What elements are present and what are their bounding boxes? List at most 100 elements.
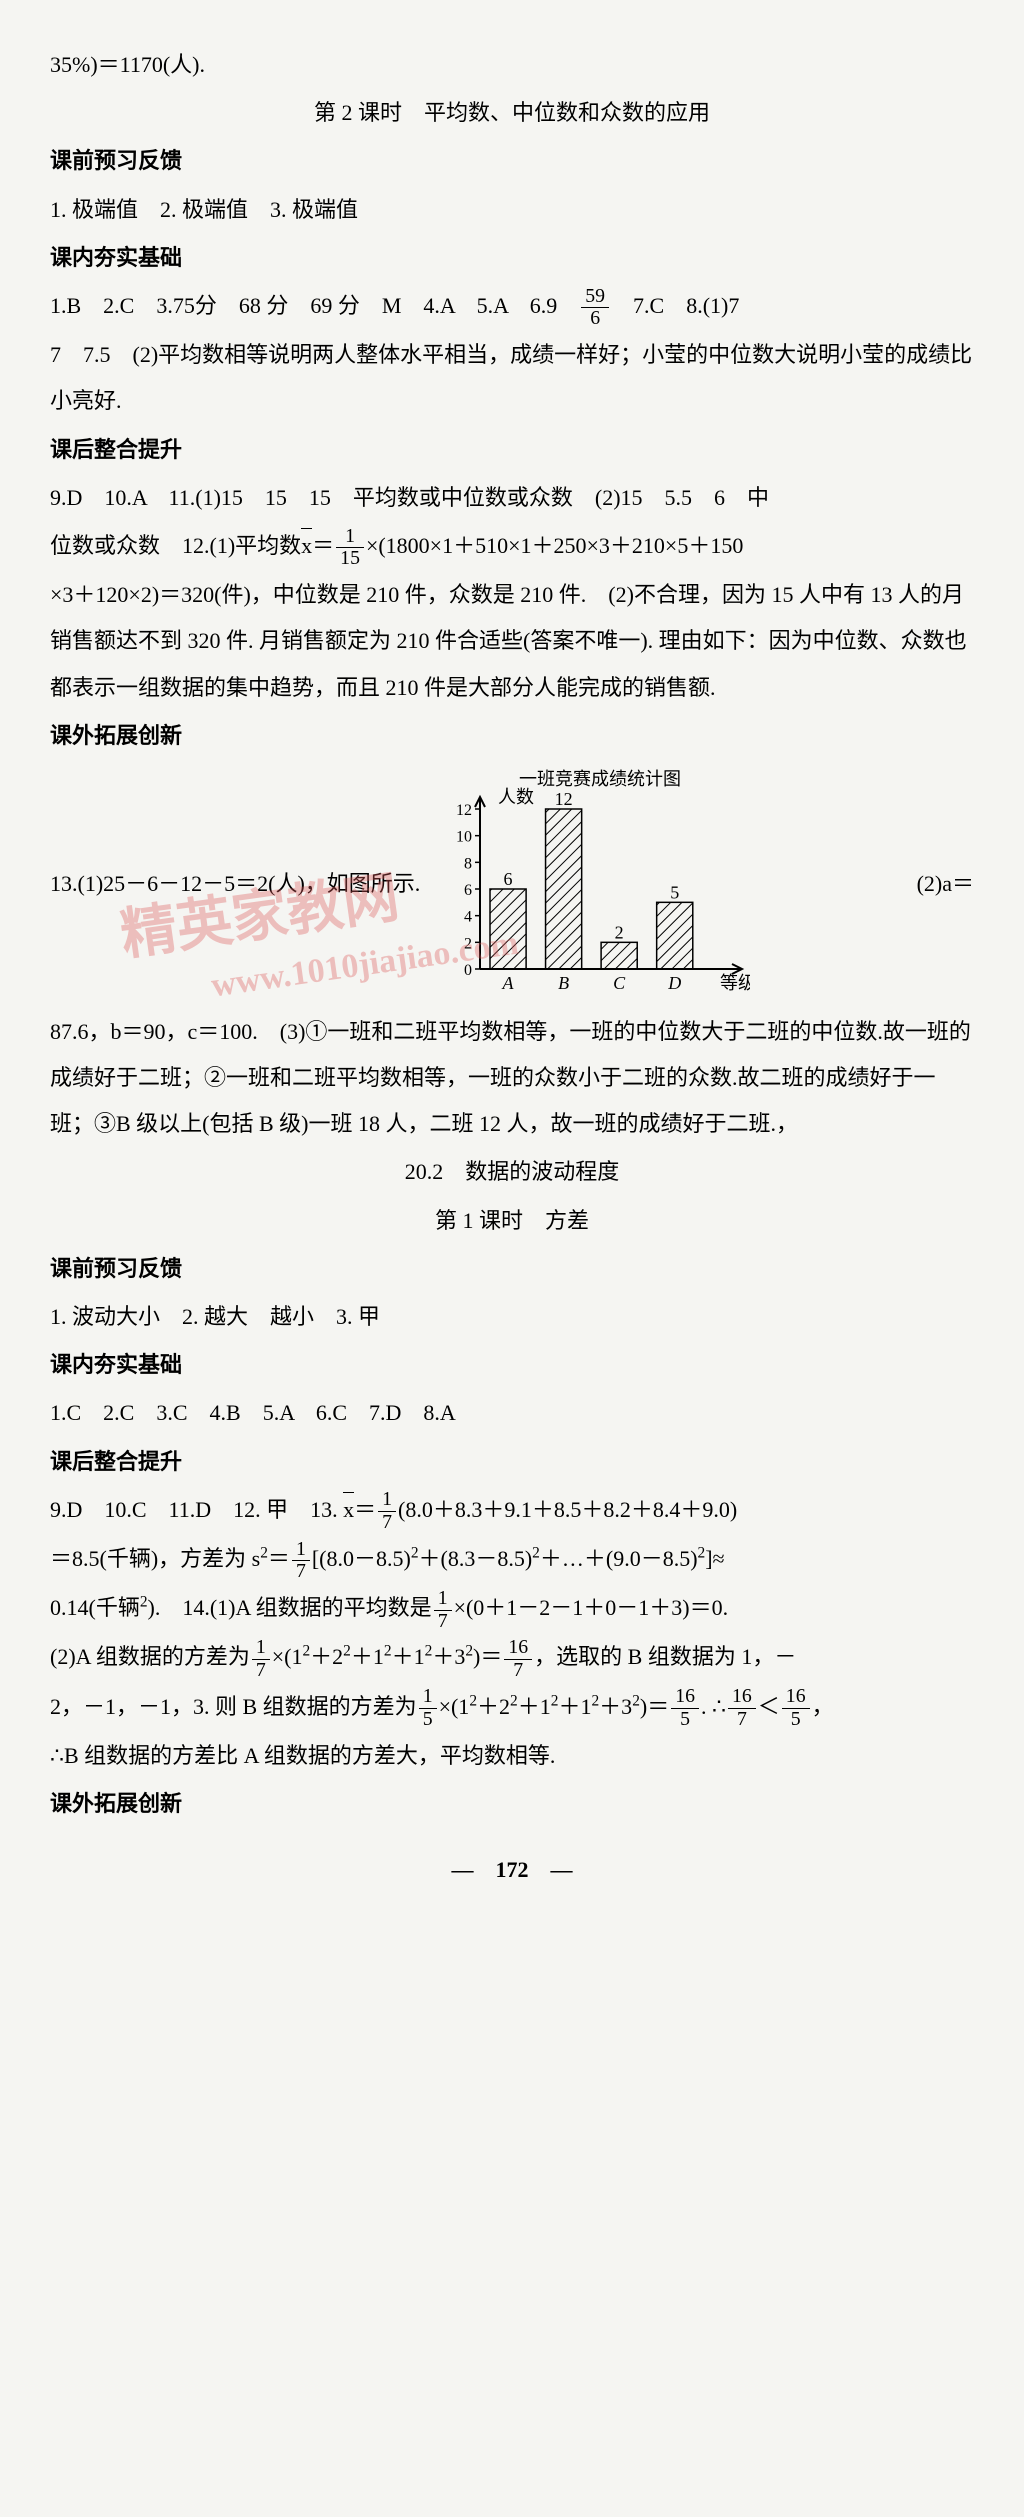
- post-line2-a: 位数或众数 12.(1)平均数: [50, 533, 301, 558]
- svg-text:B: B: [558, 973, 569, 993]
- p2-line1-b: ＝: [354, 1497, 376, 1522]
- inclass2-title: 课内夯实基础: [50, 1342, 974, 1388]
- q13-right-text: (2)a＝: [917, 861, 974, 907]
- p2-line5-a: 2，－1，－1，3. 则 B 组数据的方差为: [50, 1694, 417, 1719]
- p2-line4-b: ×(1: [272, 1644, 303, 1669]
- p2-line5-h: . ∴: [701, 1694, 726, 1719]
- heading-20-2: 20.2 数据的波动程度: [50, 1149, 974, 1195]
- p2-line5-g: )＝: [640, 1694, 669, 1719]
- xbar-icon: x: [301, 523, 312, 569]
- fraction-1-7: 17: [252, 1637, 270, 1682]
- p2-line4-c: ＋2: [310, 1644, 343, 1669]
- svg-text:6: 6: [504, 869, 513, 889]
- p2-line4: (2)A 组数据的方差为17×(12＋22＋12＋12＋32)＝167，选取的 …: [50, 1634, 974, 1681]
- preclass2-title: 课前预习反馈: [50, 1246, 974, 1292]
- fraction-16-5: 165: [671, 1686, 699, 1731]
- fraction-1-7: 17: [434, 1588, 452, 1633]
- post-line2: 位数或众数 12.(1)平均数x＝115×(1800×1＋510×1＋250×3…: [50, 523, 974, 570]
- inclass-line1: 1.B 2.C 3.75分 68 分 69 分 M 4.A 5.A 6.9 59…: [50, 283, 974, 330]
- svg-text:12: 12: [456, 802, 472, 819]
- p2-line3-b: ). 14.(1)A 组数据的平均数是: [148, 1595, 432, 1620]
- extra2-title: 课外拓展创新: [50, 1781, 974, 1827]
- inclass-line1-a: 1.B 2.C 3.75分 68 分 69 分 M 4.A 5.A 6.9: [50, 293, 579, 318]
- svg-text:人数: 人数: [498, 787, 534, 807]
- sup-2: 2: [510, 1692, 518, 1709]
- sup-2: 2: [632, 1692, 640, 1709]
- post-line2-c: ×(1800×1＋510×1＋250×3＋210×5＋150: [366, 533, 743, 558]
- postclass-title: 课后整合提升: [50, 427, 974, 473]
- p2-line5-c: ＋2: [477, 1694, 510, 1719]
- p2-line2-c: [(8.0－8.5): [312, 1546, 411, 1571]
- preclass2-answers: 1. 波动大小 2. 越大 越小 3. 甲: [50, 1294, 974, 1340]
- p2-line2: ＝8.5(千辆)，方差为 s2＝17[(8.0－8.5)2＋(8.3－8.5)2…: [50, 1536, 974, 1583]
- p2-line4-d: ＋1: [351, 1644, 384, 1669]
- heading-lesson1-variance: 第 1 课时 方差: [50, 1198, 974, 1244]
- postclass2-title: 课后整合提升: [50, 1439, 974, 1485]
- svg-text:5: 5: [671, 882, 680, 902]
- sup-2: 2: [532, 1545, 540, 1562]
- xbar-icon: x: [343, 1487, 354, 1533]
- sup-2: 2: [302, 1643, 310, 1660]
- extra-title: 课外拓展创新: [50, 713, 974, 759]
- preclass-title: 课前预习反馈: [50, 138, 974, 184]
- svg-text:一班竞赛成绩统计图: 一班竞赛成绩统计图: [519, 769, 681, 789]
- p2-line3: 0.14(千辆2). 14.(1)A 组数据的平均数是17×(0＋1－2－1＋0…: [50, 1585, 974, 1632]
- preclass-answers: 1. 极端值 2. 极端值 3. 极端值: [50, 187, 974, 233]
- inclass-title: 课内夯实基础: [50, 235, 974, 281]
- fraction-1-7: 17: [292, 1539, 310, 1584]
- sup-2: 2: [465, 1643, 473, 1660]
- inclass-line1-b: 7.C 8.(1)7: [611, 293, 739, 318]
- fraction-1-15: 115: [336, 526, 364, 571]
- p2-line1-a: 9.D 10.C 11.D 12. 甲 13.: [50, 1497, 343, 1522]
- svg-text:4: 4: [464, 909, 472, 926]
- p2-line2-f: ]≈: [705, 1546, 724, 1571]
- fraction-1-7: 17: [378, 1489, 396, 1534]
- fraction-59-6: 596: [581, 286, 609, 331]
- p2-line4-e: ＋1: [392, 1644, 425, 1669]
- svg-text:2: 2: [615, 922, 624, 942]
- sup-2: 2: [411, 1545, 419, 1562]
- sup-2: 2: [469, 1692, 477, 1709]
- p2-line5-j: ，: [812, 1694, 834, 1719]
- p2-line4-a: (2)A 组数据的方差为: [50, 1644, 250, 1669]
- p2-line5-f: ＋3: [599, 1694, 632, 1719]
- svg-text:D: D: [668, 973, 682, 993]
- svg-text:A: A: [502, 973, 515, 993]
- svg-text:8: 8: [464, 855, 472, 872]
- inclass2-answers: 1.C 2.C 3.C 4.B 5.A 6.C 7.D 8.A: [50, 1390, 974, 1436]
- post-line2-b: ＝: [312, 533, 334, 558]
- p2-line5-e: ＋1: [558, 1694, 591, 1719]
- bar-chart: 一班竞赛成绩统计图人数0246810126A12B2C5D等级: [430, 769, 750, 999]
- p2-line5: 2，－1，－1，3. 则 B 组数据的方差为15×(12＋22＋12＋12＋32…: [50, 1684, 974, 1731]
- svg-text:C: C: [613, 973, 626, 993]
- svg-text:0: 0: [464, 962, 472, 979]
- p2-line5-i: ＜: [758, 1694, 780, 1719]
- heading-lesson2: 第 2 课时 平均数、中位数和众数的应用: [50, 90, 974, 136]
- sup-2: 2: [140, 1594, 148, 1611]
- p2-line1-c: (8.0＋8.3＋9.1＋8.5＋8.2＋8.4＋9.0): [398, 1497, 737, 1522]
- sup-2: 2: [384, 1643, 392, 1660]
- fraction-16-7: 167: [728, 1686, 756, 1731]
- p2-line1: 9.D 10.C 11.D 12. 甲 13. x＝17(8.0＋8.3＋9.1…: [50, 1487, 974, 1534]
- p2-line2-b: ＝: [268, 1546, 290, 1571]
- svg-text:10: 10: [456, 829, 472, 846]
- p2-line4-h: ，选取的 B 组数据为 1，－: [534, 1644, 796, 1669]
- p2-line2-d: ＋(8.3－8.5): [419, 1546, 533, 1571]
- fraction-1-5: 15: [419, 1686, 437, 1731]
- p2-line4-f: ＋3: [432, 1644, 465, 1669]
- fraction-16-7: 167: [504, 1637, 532, 1682]
- svg-text:6: 6: [464, 882, 472, 899]
- p2-line4-g: )＝: [473, 1644, 502, 1669]
- sup-2: 2: [260, 1545, 268, 1562]
- opening-line: 35%)＝1170(人).: [50, 42, 974, 88]
- p2-line6: ∴B 组数据的方差比 A 组数据的方差大，平均数相等.: [50, 1733, 974, 1779]
- post13-line: 87.6，b＝90，c＝100. (3)①一班和二班平均数相等，一班的中位数大于…: [50, 1009, 974, 1148]
- svg-text:2: 2: [464, 935, 472, 952]
- fraction-16-5: 165: [782, 1686, 810, 1731]
- q13-left-text: 13.(1)25－6－12－5＝2(人)，如图所示.: [50, 861, 420, 907]
- post-line3: ×3＋120×2)＝320(件)，中位数是 210 件，众数是 210 件. (…: [50, 572, 974, 711]
- sup-2: 2: [343, 1643, 351, 1660]
- p2-line2-e: ＋…＋(9.0－8.5): [540, 1546, 698, 1571]
- p2-line3-a: 0.14(千辆: [50, 1595, 140, 1620]
- p2-line5-b: ×(1: [439, 1694, 470, 1719]
